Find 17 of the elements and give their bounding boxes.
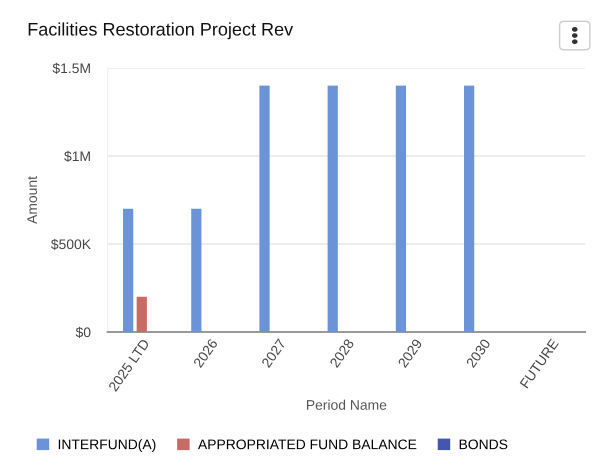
bar — [464, 86, 474, 332]
y-tick-label: $0 — [76, 326, 90, 338]
bar — [396, 86, 406, 332]
y-axis-title: Amount — [27, 176, 38, 224]
bar — [123, 208, 134, 332]
y-tick-label: $500K — [51, 238, 91, 250]
legend-label: INTERFUND(A) — [58, 439, 156, 452]
legend-label: APPROPRIATED FUND BALANCE — [198, 439, 416, 450]
bar — [191, 208, 202, 332]
y-tick-label: $1.5M — [52, 62, 90, 74]
bar — [136, 296, 147, 332]
bar — [259, 86, 270, 332]
y-tick-label: $1M — [64, 150, 90, 162]
legend-label: BONDS — [460, 439, 508, 450]
chart-title: Facilities Restoration Project Rev — [28, 22, 294, 40]
x-axis-title: Period Name — [306, 400, 386, 410]
bar — [328, 86, 338, 332]
